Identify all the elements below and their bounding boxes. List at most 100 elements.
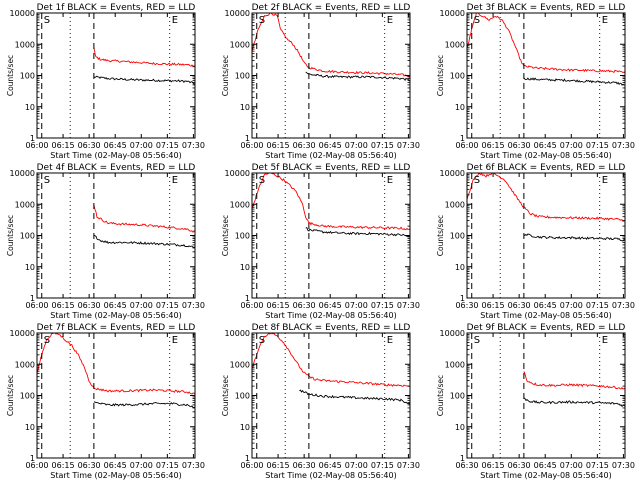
x-tick-label: 07:30 [397, 141, 420, 150]
x-axis-label: Start Time (02-May-08 05:56:40) [50, 471, 181, 480]
x-tick-label: 07:15 [371, 141, 394, 150]
series-line-lld [252, 333, 410, 387]
x-tick-label: 07:00 [130, 461, 153, 470]
x-tick-label: 07:30 [612, 141, 635, 150]
x-axis-label: Start Time (02-May-08 05:56:40) [480, 151, 611, 160]
y-tick-label: 1 [245, 294, 250, 303]
detector-panel: Det 9f BLACK = Events, RED = LLD S E 1 10 100… [436, 323, 635, 480]
y-tick-label: 10000 [440, 169, 465, 178]
series-line-events [93, 75, 195, 85]
plot-frame [251, 12, 411, 139]
x-tick-label: 06:30 [78, 141, 101, 150]
marker-label: S [474, 335, 480, 346]
x-tick-label: 06:45 [104, 461, 127, 470]
x-tick-label: 07:00 [560, 461, 583, 470]
x-axis-label: Start Time (02-May-08 05:56:40) [50, 311, 181, 320]
series-line-events [523, 77, 625, 86]
y-tick-label: 100 [235, 392, 250, 401]
marker-label: E [172, 15, 178, 26]
marker-label: S [474, 175, 480, 186]
panel-title: Det 6f BLACK = Events, RED = LLD [467, 163, 626, 173]
y-axis-label: Counts/sec [221, 375, 230, 416]
y-tick-label: 1000 [445, 200, 465, 209]
y-tick-label: 1 [460, 454, 465, 463]
x-tick-label: 07:15 [156, 461, 179, 470]
marker-label: E [172, 335, 178, 346]
x-tick-label: 06:30 [508, 301, 531, 310]
x-tick-label: 06:45 [319, 141, 342, 150]
y-tick-label: 1 [245, 134, 250, 143]
x-tick-label: 06:45 [319, 461, 342, 470]
marker-label: S [474, 15, 480, 26]
y-tick-label: 1 [245, 454, 250, 463]
x-tick-label: 07:30 [182, 141, 205, 150]
detector-panel: Det 7f BLACK = Events, RED = LLD S E 1 10 100… [6, 323, 205, 480]
x-tick-label: 06:00 [25, 461, 48, 470]
y-tick-label: 1000 [230, 40, 250, 49]
x-tick-label: 06:00 [240, 141, 263, 150]
x-tick-label: 06:00 [25, 141, 48, 150]
x-tick-label: 07:00 [560, 301, 583, 310]
x-tick-label: 06:15 [267, 461, 290, 470]
x-axis-label: Start Time (02-May-08 05:56:40) [265, 151, 396, 160]
detector-panel: Det 8f BLACK = Events, RED = LLD S E 1 10 100… [221, 323, 420, 480]
series-line-lld [467, 13, 625, 74]
y-tick-label: 10 [25, 103, 35, 112]
marker-label: S [44, 15, 50, 26]
y-tick-label: 1000 [230, 360, 250, 369]
x-tick-label: 07:30 [397, 461, 420, 470]
marker-label: E [602, 15, 608, 26]
y-tick-label: 10 [455, 103, 465, 112]
x-tick-label: 06:00 [455, 141, 478, 150]
marker-label: E [602, 175, 608, 186]
x-axis-label: Start Time (02-May-08 05:56:40) [480, 471, 611, 480]
plot-frame [466, 12, 626, 139]
detector-panel: Det 2f BLACK = Events, RED = LLD S E 1 10 100… [221, 3, 420, 160]
panel-title: Det 5f BLACK = Events, RED = LLD [252, 163, 411, 173]
y-tick-label: 10000 [440, 9, 465, 18]
y-tick-label: 1 [460, 294, 465, 303]
x-axis-label: Start Time (02-May-08 05:56:40) [480, 311, 611, 320]
marker-label: S [259, 15, 265, 26]
y-tick-label: 10000 [10, 329, 35, 338]
y-tick-label: 1 [460, 134, 465, 143]
x-tick-label: 06:00 [25, 301, 48, 310]
y-tick-label: 10 [25, 423, 35, 432]
x-tick-label: 06:45 [319, 301, 342, 310]
y-tick-label: 10000 [225, 329, 250, 338]
y-tick-label: 10000 [10, 169, 35, 178]
x-tick-label: 07:00 [345, 141, 368, 150]
y-tick-label: 1000 [445, 40, 465, 49]
x-tick-label: 07:30 [612, 301, 635, 310]
detector-panel: Det 1f BLACK = Events, RED = LLD S E 1 10 100… [6, 3, 205, 160]
marker-label: S [259, 175, 265, 186]
series-line-events [523, 233, 625, 242]
y-axis-label: Counts/sec [436, 375, 445, 416]
y-axis-label: Counts/sec [436, 55, 445, 96]
plot-frame [251, 172, 411, 299]
y-tick-label: 100 [235, 72, 250, 81]
x-tick-label: 06:00 [240, 301, 263, 310]
panel-title: Det 4f BLACK = Events, RED = LLD [37, 163, 196, 173]
y-tick-label: 1000 [15, 360, 35, 369]
y-axis-label: Counts/sec [6, 215, 15, 256]
plot-frame [251, 332, 411, 459]
x-tick-label: 07:30 [182, 301, 205, 310]
series-line-lld [523, 371, 625, 390]
x-tick-label: 06:30 [293, 301, 316, 310]
x-axis-label: Start Time (02-May-08 05:56:40) [50, 151, 181, 160]
x-tick-label: 06:15 [267, 141, 290, 150]
marker-label: E [602, 335, 608, 346]
x-tick-label: 06:00 [240, 461, 263, 470]
x-tick-label: 07:00 [130, 301, 153, 310]
plot-frame [466, 332, 626, 459]
series-line-events [93, 234, 195, 249]
y-axis-label: Counts/sec [436, 215, 445, 256]
y-tick-label: 100 [20, 232, 35, 241]
x-tick-label: 06:30 [293, 461, 316, 470]
marker-label: S [259, 335, 265, 346]
plot-frame [36, 332, 196, 459]
y-tick-label: 10 [240, 263, 250, 272]
y-tick-label: 10000 [225, 9, 250, 18]
